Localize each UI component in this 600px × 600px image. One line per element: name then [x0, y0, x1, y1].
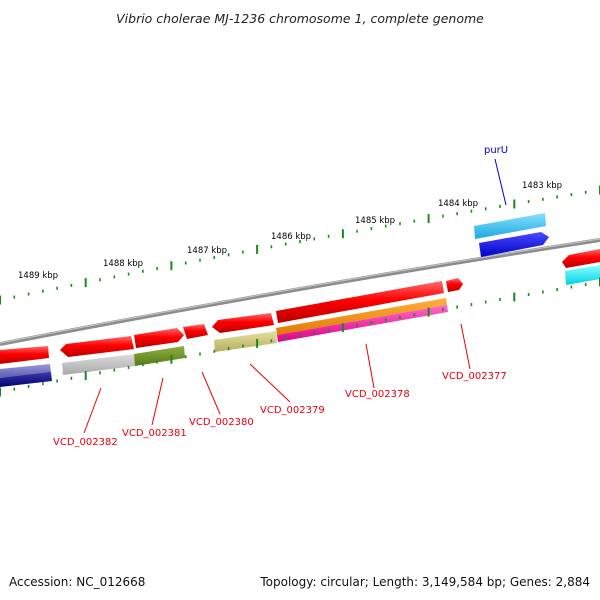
- gene-label-vcd-002378: VCD_002378: [345, 389, 410, 400]
- cog-bar-olive: [134, 346, 185, 366]
- accession-text: Accession: NC_012668: [9, 575, 145, 589]
- gene-arrow-vcd-002381: [60, 336, 134, 357]
- leader-line-vcd-002380: [201, 371, 221, 415]
- gene-arrow-purU: [479, 232, 549, 257]
- gene-arrow-vcd-002377: [446, 278, 463, 292]
- map-title: Vibrio cholerae MJ-1236 chromosome 1, co…: [116, 11, 484, 26]
- leader-line-vcd-002377: [460, 323, 471, 370]
- scale-label-1488: 1488 kbp: [103, 259, 143, 269]
- cog-bar-orange: [276, 298, 447, 335]
- genome-summary-text: Topology: circular; Length: 3,149,584 bp…: [259, 575, 590, 589]
- gene-arrow-vcd-002380b: [183, 324, 208, 339]
- gene-arrow-vcd-002382: [0, 346, 49, 364]
- gene-label-vcd-002382: VCD_002382: [53, 437, 118, 448]
- cog-bar-gray: [62, 354, 135, 375]
- leader-line-vcd-002378: [365, 343, 375, 389]
- cog-bar-cyan: [565, 265, 600, 285]
- gene-arrow-right-edge: [562, 249, 600, 268]
- gene-label-vcd-002377: VCD_002377: [442, 371, 507, 382]
- scale-label-1486: 1486 kbp: [271, 232, 311, 242]
- leader-line-vcd-002379: [249, 363, 291, 403]
- gene-arrow-vcd-002379: [212, 313, 274, 333]
- leader-line-vcd-002381: [151, 377, 164, 426]
- inner-scale-ticks: [0, 277, 600, 397]
- gene-label-vcd-002379: VCD_002379: [260, 405, 325, 416]
- cog-bar-pink: [277, 305, 448, 342]
- gene-label-vcd-002380: VCD_002380: [189, 417, 254, 428]
- cog-bar-khaki: [214, 331, 277, 352]
- scale-label-1485: 1485 kbp: [355, 216, 395, 226]
- scale-label-1487: 1487 kbp: [187, 246, 227, 256]
- gene-label-vcd-002381: VCD_002381: [122, 428, 187, 439]
- outer-scale-ticks: [0, 185, 600, 305]
- gene-arrow-vcd-002378: [276, 281, 444, 323]
- scale-label-1489: 1489 kbp: [18, 271, 58, 281]
- scale-label-1483: 1483 kbp: [522, 181, 562, 191]
- leader-line-vcd-002382: [83, 387, 102, 434]
- gene-arrow-vcd-002380: [134, 328, 184, 348]
- cog-bar-sky: [474, 213, 546, 239]
- cog-bar-navy: [0, 372, 52, 387]
- cog-bar-lavender: [0, 364, 51, 378]
- leader-line-purU: [494, 158, 507, 206]
- gene-label-purU: purU: [484, 145, 508, 156]
- scale-label-1484: 1484 kbp: [438, 199, 478, 209]
- chromosome-backbone: [0, 238, 600, 346]
- chromosome-backbone-highlight: [0, 238, 600, 344]
